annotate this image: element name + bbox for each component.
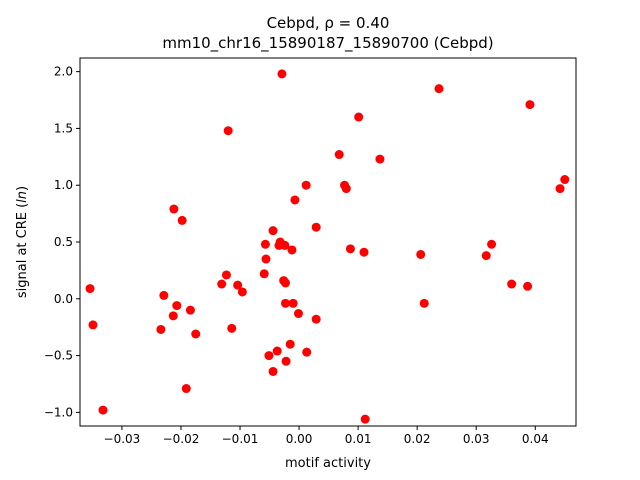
scatter-point bbox=[290, 195, 300, 205]
scatter-point bbox=[156, 324, 166, 334]
scatter-point bbox=[360, 414, 370, 424]
x-tick-label: 0.00 bbox=[286, 432, 313, 446]
scatter-point bbox=[88, 320, 98, 330]
scatter-point bbox=[169, 204, 179, 214]
scatter-point bbox=[507, 279, 517, 289]
scatter-point bbox=[345, 244, 355, 254]
chart-title-line1: Cebpd, ρ = 0.40 bbox=[80, 14, 576, 32]
scatter-point bbox=[159, 290, 169, 300]
scatter-point bbox=[293, 309, 303, 319]
y-axis-label: signal at CRE (ln) bbox=[15, 186, 30, 298]
chart-title-stat: ρ = 0.40 bbox=[324, 14, 390, 32]
scatter-point bbox=[237, 287, 247, 297]
scatter-point bbox=[487, 239, 497, 249]
y-tick-label: −0.5 bbox=[44, 349, 73, 363]
scatter-points bbox=[85, 69, 570, 424]
y-axis-label-suffix: ) bbox=[15, 186, 30, 191]
y-tick-label: 1.5 bbox=[54, 121, 73, 135]
y-tick-label: −1.0 bbox=[44, 405, 73, 419]
scatter-point bbox=[191, 329, 201, 339]
y-tick-label: 0.5 bbox=[54, 235, 73, 249]
x-axis-label: motif activity bbox=[285, 456, 371, 471]
scatter-point bbox=[277, 69, 287, 79]
scatter-point bbox=[416, 249, 426, 259]
scatter-point bbox=[288, 298, 298, 308]
scatter-point bbox=[434, 84, 444, 94]
y-tick-label: 2.0 bbox=[54, 65, 73, 79]
scatter-point bbox=[85, 284, 95, 294]
chart-title-prefix: Cebpd, bbox=[266, 14, 325, 32]
scatter-point bbox=[555, 184, 565, 194]
scatter-point bbox=[177, 215, 187, 225]
scatter-point bbox=[359, 247, 369, 257]
scatter-point bbox=[98, 405, 108, 415]
y-tick-label: 1.0 bbox=[54, 178, 73, 192]
scatter-point bbox=[259, 269, 269, 279]
x-tick-label: −0.01 bbox=[222, 432, 259, 446]
chart-title-line2: mm10_chr16_15890187_15890700 (Cebpd) bbox=[162, 34, 494, 52]
scatter-point bbox=[261, 254, 271, 264]
scatter-point bbox=[223, 126, 233, 136]
y-axis-label-italic: ln bbox=[15, 191, 30, 203]
scatter-point bbox=[375, 154, 385, 164]
scatter-point bbox=[268, 366, 278, 376]
x-tick-label: 0.03 bbox=[463, 432, 490, 446]
scatter-point bbox=[168, 311, 178, 321]
scatter-point bbox=[285, 339, 295, 349]
x-tick-label: 0.01 bbox=[345, 432, 372, 446]
x-tick-label: −0.03 bbox=[104, 432, 141, 446]
scatter-point bbox=[233, 280, 243, 290]
scatter-point bbox=[185, 305, 195, 315]
y-tick-label: 0.0 bbox=[54, 292, 73, 306]
scatter-point bbox=[272, 346, 282, 356]
scatter-point bbox=[560, 175, 570, 185]
scatter-point bbox=[481, 251, 491, 261]
x-tick-label: 0.02 bbox=[404, 432, 431, 446]
scatter-point bbox=[268, 226, 278, 236]
scatter-point bbox=[172, 301, 182, 311]
x-tick-label: −0.02 bbox=[163, 432, 200, 446]
scatter-point bbox=[260, 239, 270, 249]
scatter-point bbox=[264, 351, 274, 361]
scatter-point bbox=[227, 323, 237, 333]
plot-frame bbox=[79, 57, 577, 427]
scatter-point bbox=[287, 245, 297, 255]
scatter-point bbox=[217, 279, 227, 289]
scatter-point bbox=[419, 298, 429, 308]
scatter-point bbox=[280, 240, 290, 250]
x-ticks: −0.03 −0.02 −0.01 0.00 0.01 0.02 0.03 0.04 bbox=[104, 426, 549, 446]
scatter-point bbox=[301, 180, 311, 190]
scatter-point bbox=[311, 314, 321, 324]
scatter-point bbox=[302, 347, 312, 357]
scatter-point bbox=[280, 278, 290, 288]
x-tick-label: 0.04 bbox=[522, 432, 549, 446]
scatter-point bbox=[311, 222, 321, 232]
scatter-point bbox=[280, 298, 290, 308]
scatter-point bbox=[181, 384, 191, 394]
scatter-point bbox=[523, 281, 533, 291]
scatter-point bbox=[334, 150, 344, 160]
scatter-point bbox=[281, 356, 291, 366]
scatter-point bbox=[354, 112, 364, 122]
scatter-point bbox=[341, 184, 351, 194]
scatter-point bbox=[525, 100, 535, 110]
scatter-point bbox=[221, 270, 231, 280]
y-axis-label-prefix: signal at CRE ( bbox=[15, 203, 30, 298]
y-ticks: −1.0 −0.5 0.0 0.5 1.0 1.5 2.0 bbox=[44, 65, 80, 419]
